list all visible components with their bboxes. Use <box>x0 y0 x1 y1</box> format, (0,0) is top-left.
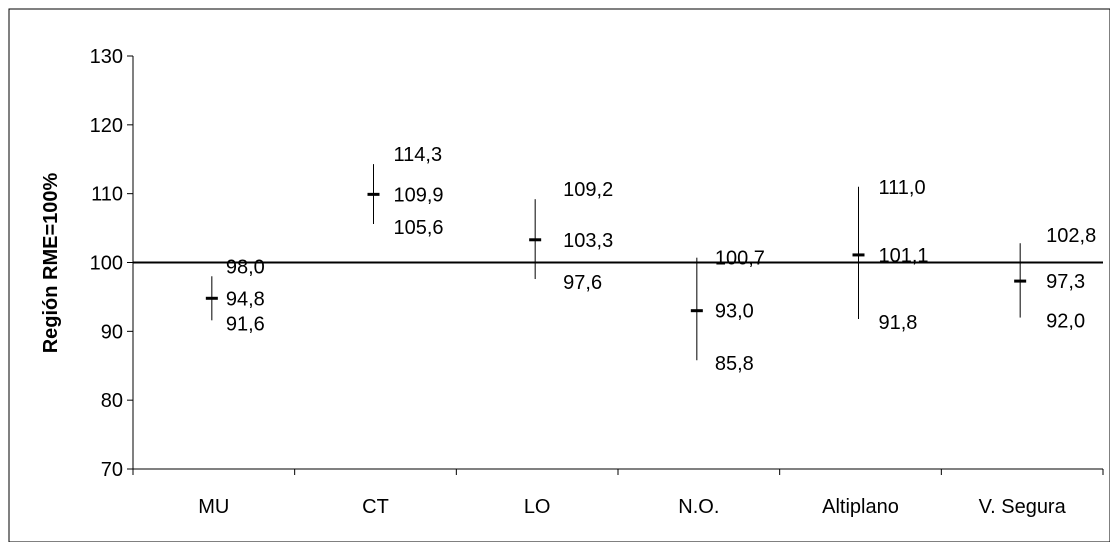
upper-value-label: 100,7 <box>715 248 765 270</box>
lower-value-label: 92,0 <box>1046 311 1085 333</box>
estimate-value-label: 109,9 <box>394 184 444 206</box>
y-tick-label: 70 <box>101 459 123 481</box>
y-tick-label: 80 <box>101 390 123 412</box>
lower-value-label: 91,8 <box>879 312 918 334</box>
x-tick-label: MU <box>198 496 229 518</box>
x-tick-label: N.O. <box>678 496 719 518</box>
upper-value-label: 114,3 <box>394 144 443 166</box>
y-tick-label: 90 <box>101 321 123 343</box>
data-marks: 98,0 94,8 91,6 114,3 109,9 105,6 109,2 103,3 97,… <box>205 144 1096 375</box>
upper-value-label: 98,0 <box>226 256 265 278</box>
lower-value-label: 105,6 <box>394 217 444 239</box>
x-tick-label: Altiplano <box>822 496 899 518</box>
y-tick-label: 110 <box>91 184 123 206</box>
upper-value-label: 109,2 <box>563 179 613 201</box>
y-tick-label: 120 <box>90 115 123 137</box>
y-axis-label: Región RME=100% <box>40 172 62 353</box>
lower-value-label: 85,8 <box>715 353 754 375</box>
estimate-value-label: 97,3 <box>1046 271 1085 293</box>
y-tick-label: 100 <box>90 253 123 275</box>
estimate-value-label: 103,3 <box>563 230 613 252</box>
chart-frame <box>8 8 1110 542</box>
upper-value-label: 102,8 <box>1046 225 1096 247</box>
estimate-value-label: 101,1 <box>879 245 929 267</box>
lower-value-label: 97,6 <box>563 272 602 294</box>
x-tick-label: LO <box>524 496 551 518</box>
estimate-value-label: 93,0 <box>715 301 754 323</box>
upper-value-label: 111,0 <box>879 177 926 199</box>
estimate-value-label: 94,8 <box>226 288 265 310</box>
lower-value-label: 91,6 <box>226 313 265 335</box>
axes: 70 80 90 100 110 120 130 MU CT LO N.O. Altiplano V. … <box>90 46 1104 518</box>
x-tick-label: CT <box>362 496 389 518</box>
x-tick-label: V. Segura <box>979 496 1067 518</box>
y-tick-label: 130 <box>90 46 123 68</box>
